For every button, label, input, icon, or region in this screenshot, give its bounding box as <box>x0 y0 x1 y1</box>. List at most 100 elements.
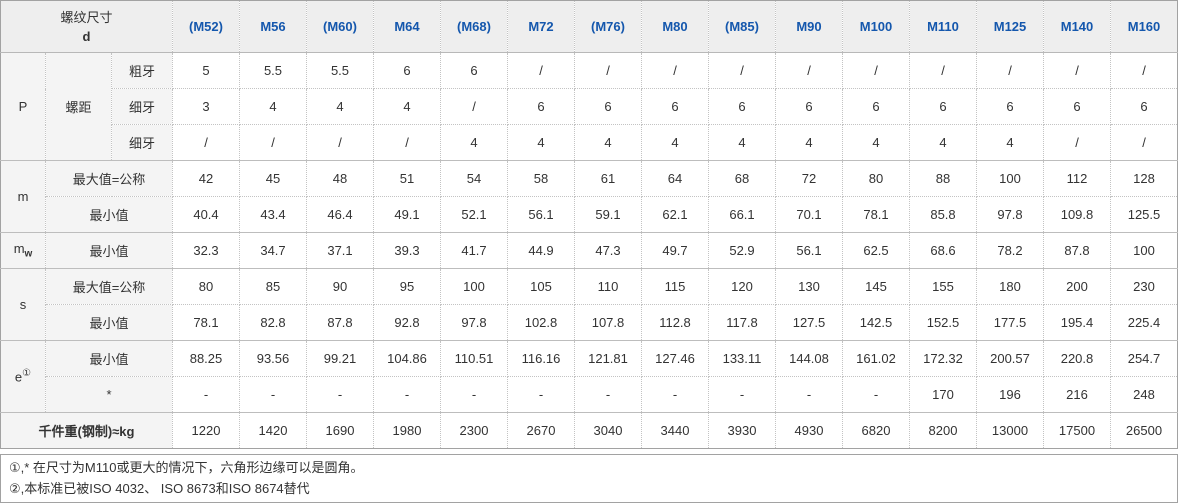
data-cell: 4 <box>775 124 843 161</box>
data-cell: 42 <box>172 160 240 197</box>
row-label: 最小值 <box>45 232 173 269</box>
data-cell: 195.4 <box>1043 304 1111 341</box>
corner-cell: 螺纹尺寸 d <box>0 0 173 53</box>
row-symbol-text: m <box>17 189 29 204</box>
data-cell: 47.3 <box>574 232 642 269</box>
table-row: mw 最小值 32.3 34.7 37.1 39.3 41.7 44.9 47.3 49.7 52.… <box>0 232 1178 269</box>
data-cell: 66.1 <box>708 196 776 233</box>
data-cell: 78.2 <box>976 232 1044 269</box>
data-cell: 161.02 <box>842 340 910 377</box>
notes-panel: ①,* 在尺寸为M110或更大的情况下，六角形边缘可以是圆角。 ②,本标准已被I… <box>0 454 1178 503</box>
data-cell: 144.08 <box>775 340 843 377</box>
row-symbol: e① <box>0 340 46 413</box>
data-cell: 6 <box>976 88 1044 125</box>
row-group-label: 螺距 <box>45 52 112 161</box>
data-cell: 4 <box>306 88 374 125</box>
row-symbol: s <box>0 268 46 341</box>
data-cell: 6 <box>373 52 441 89</box>
row-label: 细牙 <box>111 124 173 161</box>
data-cell: 4 <box>909 124 977 161</box>
data-cell: 40.4 <box>172 196 240 233</box>
corner-subtitle: d <box>82 28 91 44</box>
data-cell: 97.8 <box>976 196 1044 233</box>
data-cell: 225.4 <box>1110 304 1178 341</box>
data-cell: 220.8 <box>1043 340 1111 377</box>
data-cell: 127.5 <box>775 304 843 341</box>
column-header: M110 <box>909 0 977 53</box>
data-cell: 88 <box>909 160 977 197</box>
data-cell: / <box>976 52 1044 89</box>
data-cell: 68 <box>708 160 776 197</box>
data-cell: 2300 <box>440 412 508 449</box>
data-cell: 112 <box>1043 160 1111 197</box>
table-row: P 螺距 粗牙 5 5.5 5.5 6 6// / / / / / / / / <box>0 52 1178 161</box>
data-cell: 59.1 <box>574 196 642 233</box>
column-header: M56 <box>239 0 307 53</box>
data-cell: - <box>574 376 642 413</box>
table-row: 最小值 78.1 82.8 87.8 92.8 97.8 102.8 107.8 112.8 11… <box>1 304 1178 341</box>
data-cell: 142.5 <box>842 304 910 341</box>
row-symbol-text: m <box>13 241 25 257</box>
data-cell: 125.5 <box>1110 196 1178 233</box>
data-cell: 13000 <box>976 412 1044 449</box>
data-cell: 1980 <box>373 412 441 449</box>
data-cell: 92.8 <box>373 304 441 341</box>
data-cell: 56.1 <box>507 196 575 233</box>
data-cell: 4 <box>239 88 307 125</box>
data-cell: 49.7 <box>641 232 709 269</box>
data-cell: 62.1 <box>641 196 709 233</box>
row-symbol: P <box>0 52 46 161</box>
row-symbol-text: P <box>18 99 28 114</box>
data-cell: 1220 <box>172 412 240 449</box>
data-cell: 6 <box>440 52 508 89</box>
column-header: M100 <box>842 0 910 53</box>
data-cell: 80 <box>172 268 240 305</box>
data-cell: 6 <box>775 88 843 125</box>
data-cell: 61 <box>574 160 642 197</box>
data-cell: 116.16 <box>507 340 575 377</box>
data-cell: 48 <box>306 160 374 197</box>
data-cell: 6 <box>641 88 709 125</box>
data-cell: 85.8 <box>909 196 977 233</box>
data-cell: 127.46 <box>641 340 709 377</box>
data-cell: 58 <box>507 160 575 197</box>
row-label: 细牙 <box>111 88 173 125</box>
data-cell: 112.8 <box>641 304 709 341</box>
note-1: ①,* 在尺寸为M110或更大的情况下，六角形边缘可以是圆角。 <box>9 460 364 475</box>
data-cell: - <box>842 376 910 413</box>
data-cell: 128 <box>1110 160 1178 197</box>
column-header: M125 <box>976 0 1044 53</box>
row-symbol-subscript: w <box>24 248 33 260</box>
data-cell: 17500 <box>1043 412 1111 449</box>
data-cell: 43.4 <box>239 196 307 233</box>
data-cell: 72 <box>775 160 843 197</box>
data-cell: 109.8 <box>1043 196 1111 233</box>
data-cell: - <box>440 376 508 413</box>
data-cell: / <box>641 52 709 89</box>
data-cell: 6 <box>1043 88 1111 125</box>
data-cell: / <box>909 52 977 89</box>
data-cell: 155 <box>909 268 977 305</box>
data-cell: / <box>507 52 575 89</box>
data-cell: / <box>440 88 508 125</box>
column-header: M64 <box>373 0 441 53</box>
data-cell: 120 <box>708 268 776 305</box>
data-cell: 97.8 <box>440 304 508 341</box>
data-cell: 4 <box>842 124 910 161</box>
data-cell: 6 <box>708 88 776 125</box>
data-cell: 177.5 <box>976 304 1044 341</box>
data-cell: 248 <box>1110 376 1178 413</box>
data-cell: 41.7 <box>440 232 508 269</box>
data-cell: 6 <box>574 88 642 125</box>
data-cell: - <box>708 376 776 413</box>
data-cell: 87.8 <box>306 304 374 341</box>
data-cell: - <box>172 376 240 413</box>
data-cell: 4 <box>440 124 508 161</box>
table-row: s 最大值=公称 80 85 90 95 100 105 110 115 120 130 145 155 1… <box>0 268 1178 341</box>
data-cell: - <box>775 376 843 413</box>
row-symbol-text: e <box>14 369 23 385</box>
data-cell: / <box>574 52 642 89</box>
data-cell: 80 <box>842 160 910 197</box>
column-header: M80 <box>641 0 709 53</box>
